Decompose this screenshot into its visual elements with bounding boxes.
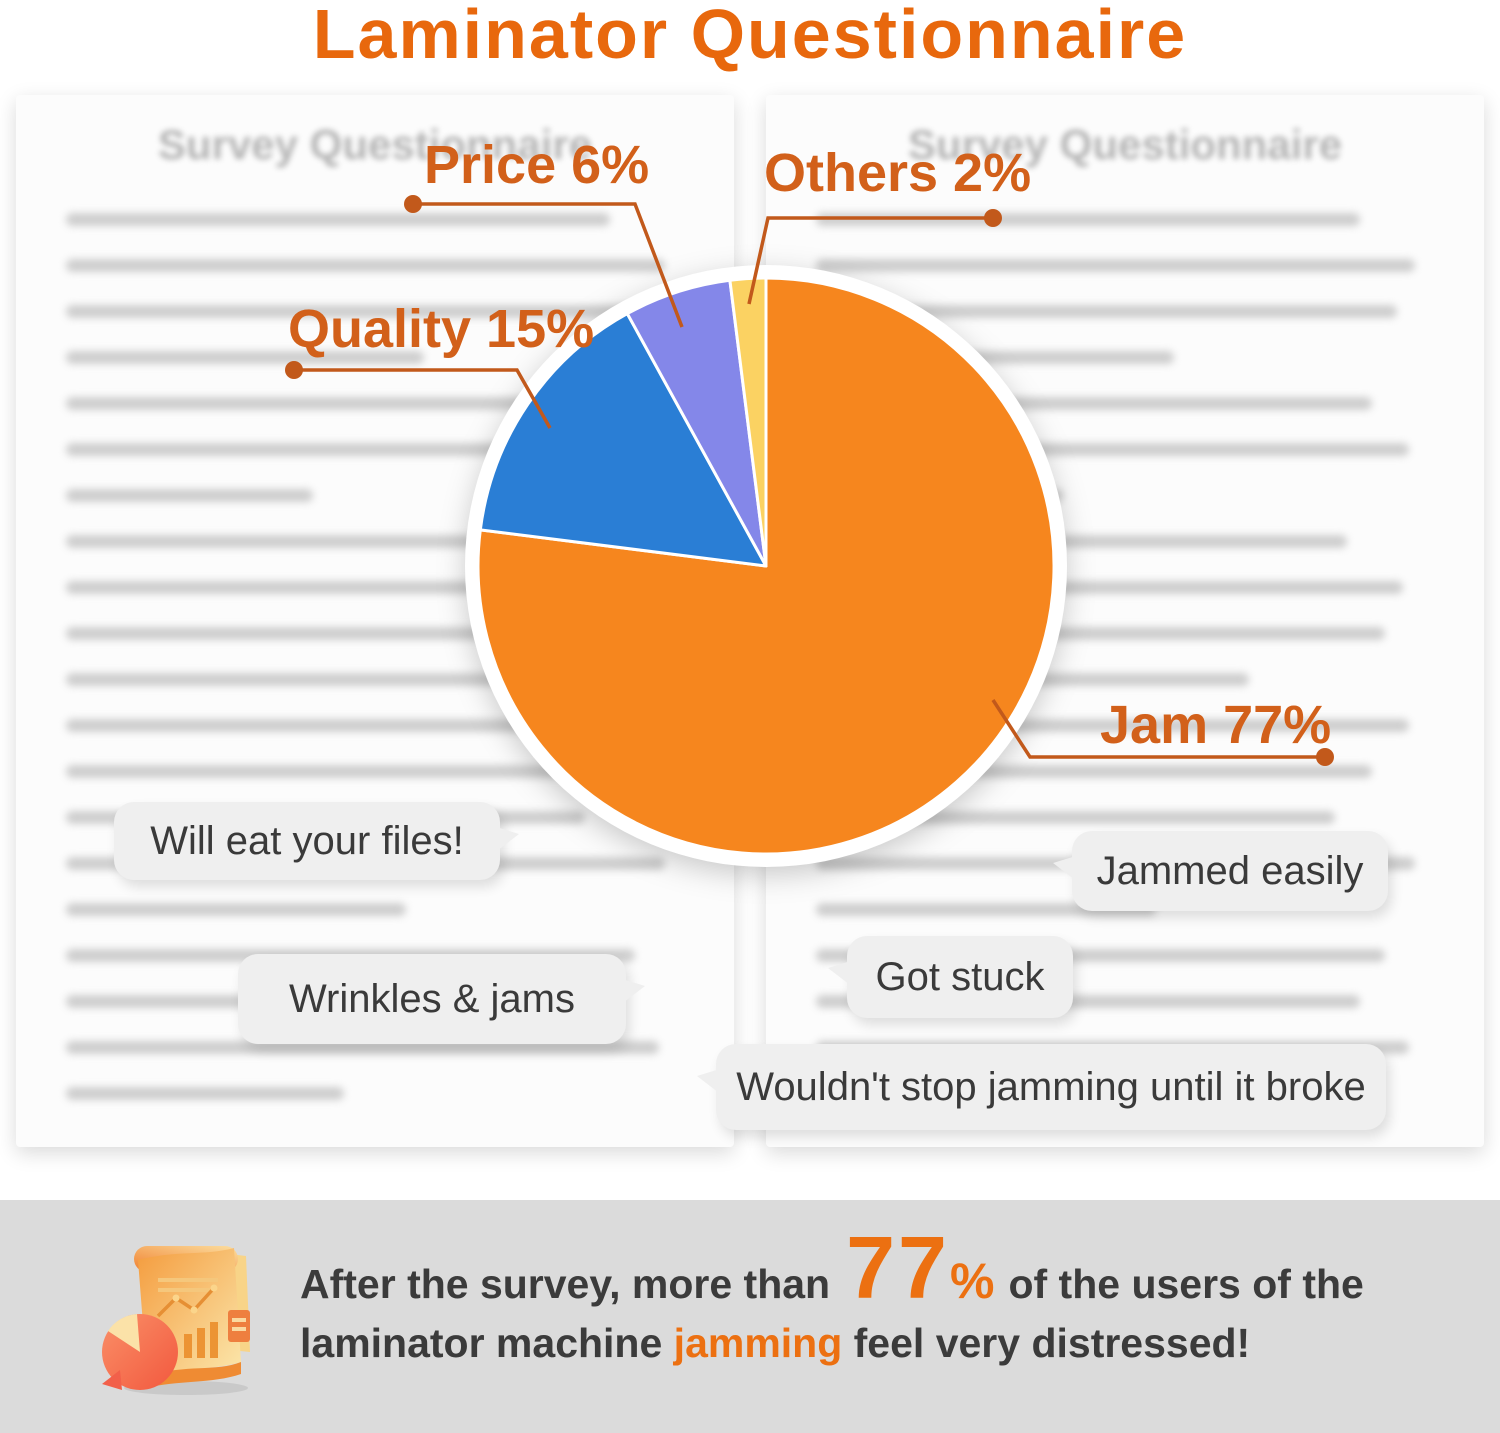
icon-bar — [197, 1328, 205, 1358]
blurred-text-line — [816, 811, 1336, 824]
icon-line-chart — [156, 1286, 216, 1318]
doc-heading-left: Survey Questionnaire — [157, 121, 593, 168]
blurred-text-line — [66, 765, 623, 778]
pie-slice-others — [728, 276, 768, 568]
callout-others: Others 2% — [764, 143, 1032, 203]
icon-bar — [210, 1322, 218, 1358]
blurred-text-line — [66, 673, 499, 686]
icon-bar — [184, 1334, 192, 1358]
icon-side-tab — [228, 1310, 250, 1342]
quote-bubble: Will eat your files! — [114, 802, 519, 880]
quote-bubble: Wrinkles & jams — [238, 954, 645, 1044]
footer-line-2: laminator machine jamming feel very dist… — [300, 1320, 1364, 1367]
blurred-text-line — [816, 443, 1410, 456]
callout-price: Price 6% — [424, 135, 650, 195]
blurred-text-line — [816, 397, 1373, 410]
footer-text-prefix: After the survey, more than — [300, 1261, 831, 1307]
blurred-text-line — [66, 535, 598, 548]
footer-text-suffix: of the users of the — [1008, 1261, 1364, 1307]
icon-pie-slice — [102, 1370, 122, 1390]
callout-jam: Jam 77% — [1100, 695, 1332, 755]
doc-heading-right: Survey Questionnaire — [907, 121, 1343, 168]
blurred-text-line — [816, 305, 1397, 318]
footer-stat-number: 77 — [846, 1218, 950, 1317]
quote-text: Wrinkles & jams — [289, 976, 575, 1021]
quote-text: Wouldn't stop jamming until it broke — [736, 1064, 1366, 1109]
blurred-text-line — [66, 351, 425, 364]
footer-stat-percent: % — [950, 1253, 995, 1309]
callout-quality: Quality 15% — [288, 299, 595, 359]
footer-band: After the survey, more than 77 % of the … — [0, 1200, 1500, 1433]
quote-bubble: Wouldn't stop jamming until it broke — [697, 1044, 1386, 1130]
blurred-text-line — [66, 903, 406, 916]
blurred-text-line — [66, 627, 635, 640]
blurred-text-line — [816, 489, 1064, 502]
blurred-text-line — [816, 673, 1249, 686]
blurred-text-line — [66, 1087, 345, 1100]
footer-statement: After the survey, more than 77 % of the … — [300, 1218, 1364, 1367]
icon-pie-notch — [108, 1314, 140, 1352]
blurred-text-line — [816, 535, 1348, 548]
blurred-text-line — [66, 259, 666, 272]
quote-text: Got stuck — [875, 954, 1045, 999]
footer-line-1: After the survey, more than 77 % of the … — [300, 1218, 1364, 1317]
quote-text: Jammed easily — [1096, 848, 1364, 893]
page-title: Laminator Questionnaire — [312, 0, 1188, 73]
blurred-text-line — [816, 581, 1404, 594]
blurred-text-line — [816, 259, 1416, 272]
blurred-text-line — [66, 1041, 660, 1054]
footer-highlight-word: jamming — [673, 1320, 843, 1366]
blurred-text-line — [816, 627, 1385, 640]
blurred-text-line — [816, 765, 1373, 778]
blurred-text-line — [816, 903, 1156, 916]
blurred-text-line — [66, 443, 660, 456]
blurred-text-line — [66, 213, 610, 226]
blurred-text-line — [66, 719, 660, 732]
blurred-text-line — [66, 581, 654, 594]
quote-bubble: Got stuck — [828, 936, 1073, 1018]
blurred-text-line — [816, 213, 1360, 226]
footer-line2-prefix: laminator machine — [300, 1320, 674, 1366]
icon-bottom-curl — [147, 1362, 241, 1388]
quote-text: Will eat your files! — [150, 818, 464, 863]
quote-bubble: Jammed easily — [1053, 831, 1388, 911]
blurred-text-line — [816, 351, 1175, 364]
blurred-text-line — [66, 397, 623, 410]
footer-line2-suffix: feel very distressed! — [842, 1320, 1251, 1366]
report-scroll-icon — [102, 1246, 250, 1395]
blurred-text-line — [66, 489, 314, 502]
